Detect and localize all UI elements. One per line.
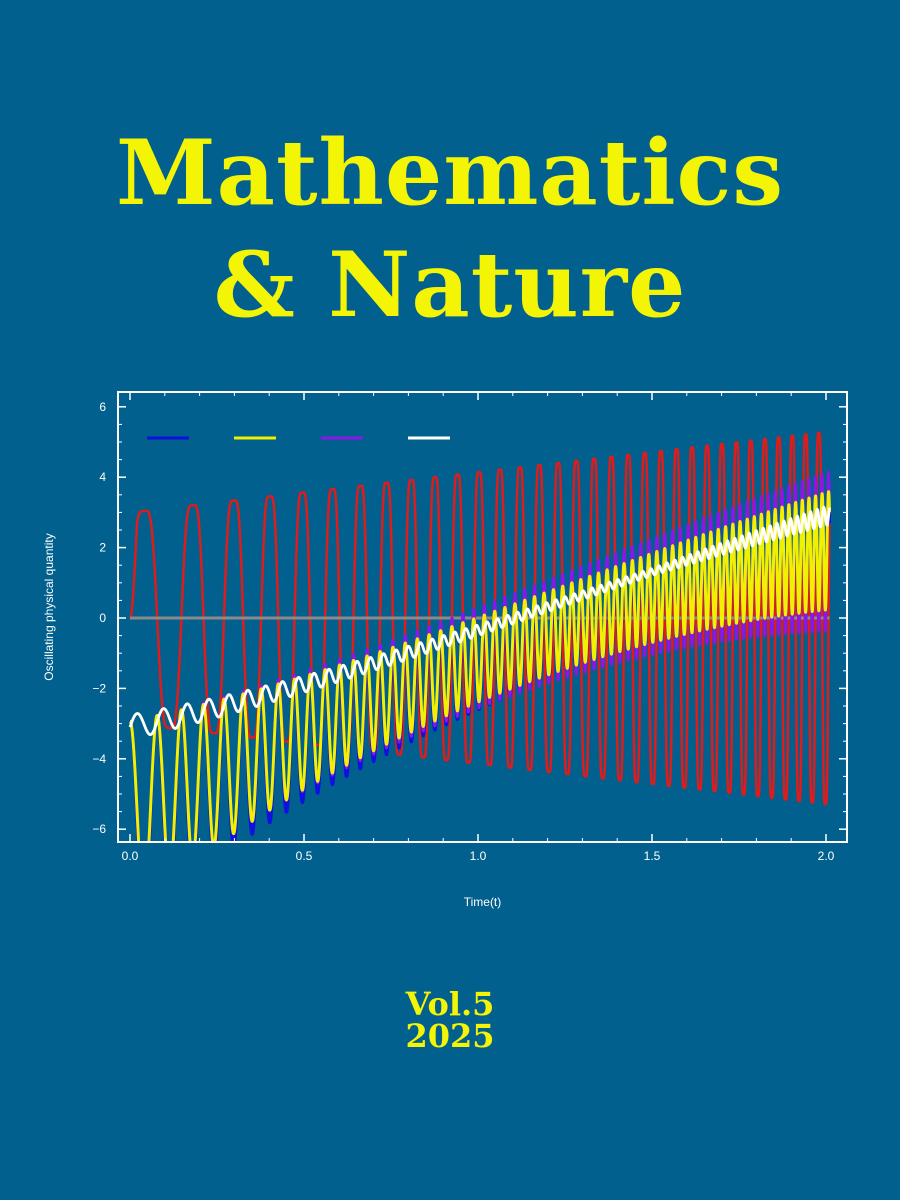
x-tick-label: 1.5 — [644, 849, 661, 863]
y-tick-label: 4 — [99, 470, 106, 484]
y-tick-label: 6 — [99, 400, 106, 414]
x-tick-label: 0.0 — [122, 849, 139, 863]
y-tick-label: −2 — [92, 681, 106, 695]
y-tick-label: −6 — [92, 822, 106, 836]
x-axis-label: Time(t) — [464, 895, 502, 909]
y-tick-label: 2 — [99, 541, 106, 555]
plot-area — [128, 431, 832, 842]
volume-label: Vol.5 — [405, 985, 495, 1023]
axis-ticks: 0.0 0.5 1.0 1.5 2.0 −6 −4 −2 0 2 4 6 — [92, 392, 847, 863]
year-label: 2025 — [405, 1017, 495, 1055]
series-yellow-line — [128, 490, 831, 842]
chart-frame — [117, 391, 848, 843]
cover-title-line1: Mathematics — [116, 120, 784, 226]
cover-title-line2: & Nature — [213, 232, 687, 338]
x-tick-label: 0.5 — [296, 849, 313, 863]
oscillation-chart: 0.0 0.5 1.0 1.5 2.0 −6 −4 −2 0 2 4 6 Time(t) Oscill… — [42, 391, 848, 909]
y-tick-label: −4 — [92, 752, 106, 766]
x-tick-label: 2.0 — [818, 849, 835, 863]
y-tick-label: 0 — [99, 611, 106, 625]
x-tick-label: 1.0 — [470, 849, 487, 863]
y-axis-label: Oscillating physical quantity — [42, 533, 56, 680]
series-white-line — [128, 505, 831, 736]
